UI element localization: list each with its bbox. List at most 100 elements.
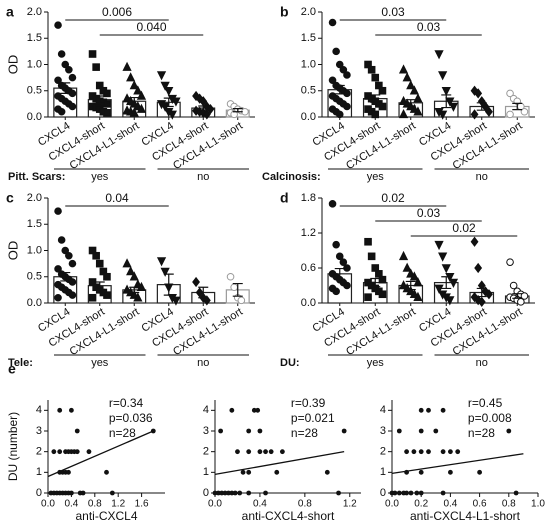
y-tick-label: 0.6 [301,262,316,274]
data-point [404,449,409,455]
y-tick-label: 1 [36,466,42,478]
data-point [367,252,376,261]
data-point [136,281,147,292]
data-point [455,449,461,455]
y-tick-label: 1 [380,466,386,478]
group-level: no [476,171,488,183]
y-tick-label: 3 [36,425,42,437]
data-point [402,72,412,82]
data-point [156,71,167,81]
data-point [226,272,235,281]
error-bar [232,108,243,113]
data-point [418,469,424,475]
data-point [477,296,486,307]
data-point [396,490,402,496]
data-point [68,102,77,111]
p-value: 0.04 [105,191,129,205]
data-point [470,292,479,303]
data-point [343,71,351,79]
data-point [341,428,347,434]
data-point [86,449,92,455]
data-point [57,407,63,413]
error-bar [94,281,105,290]
stat-annotation: p=0.021 [291,411,335,425]
data-point [408,490,414,496]
data-point [215,490,221,496]
data-point [438,252,448,262]
data-point [364,293,372,301]
data-point [434,240,444,251]
group-level: yes [91,357,109,369]
data-point [328,18,337,27]
y-tick-label: 4 [36,404,42,416]
data-point [404,490,409,496]
y-tick-label: 2 [203,446,209,458]
data-point [212,490,218,496]
fit-line [214,451,345,476]
y-tick-label: 2.0 [27,192,42,204]
data-point [237,296,246,305]
data-point [229,490,235,496]
x-tick-label: 1.6 [135,499,149,510]
data-point [434,50,444,60]
x-tick-label: 0.4 [443,499,457,510]
data-point [426,407,431,413]
y-tick-label: 0.5 [27,271,42,283]
data-point [57,236,66,244]
x-tick-label: 0.4 [64,499,78,510]
data-point [477,469,482,475]
stat-annotation: p=0.036 [109,411,153,425]
group-level: no [476,357,488,369]
data-point [517,298,525,306]
data-point [343,102,351,111]
data-point [445,296,455,306]
data-point [413,106,423,116]
y-tick-label: 0.0 [301,111,316,123]
data-point [411,449,417,455]
data-point [95,259,104,268]
data-point [470,236,479,247]
data-point [57,107,66,116]
error-bar [476,102,487,111]
data-point [336,490,341,496]
data-point [122,258,132,268]
p-value: 0.006 [102,5,132,19]
y-tick-label: 1.0 [301,58,316,70]
data-point [470,85,479,96]
data-point [226,490,231,496]
data-point [263,490,268,496]
data-point [246,490,252,496]
y-tick-label: 1.5 [27,32,42,44]
data-point [378,275,387,284]
y-tick-label: 0.0 [301,297,316,309]
data-point [65,251,73,260]
panel-label: d [280,190,289,206]
data-point [418,449,424,455]
data-point [61,60,70,69]
error-bar [163,273,174,296]
data-point [218,428,224,434]
data-point [448,449,453,455]
data-point [88,50,97,58]
data-point [398,108,409,119]
data-point [506,89,514,98]
data-point [418,428,424,434]
data-point [246,428,252,434]
data-point [167,110,177,120]
data-point [339,258,348,266]
data-point [51,449,57,455]
y-tick-label: 0.5 [301,85,316,97]
group-level: yes [367,171,385,183]
data-point [371,73,380,82]
data-point [237,490,243,496]
data-point [448,278,459,289]
x-tick-label: 0.0 [41,499,55,510]
data-point [136,103,147,113]
y-tick-label: 2.0 [27,6,42,18]
data-point [520,292,529,300]
data-point [129,107,139,117]
y-tick-label: 2 [36,446,42,458]
error-bar [334,267,345,280]
error-bar [405,280,416,291]
